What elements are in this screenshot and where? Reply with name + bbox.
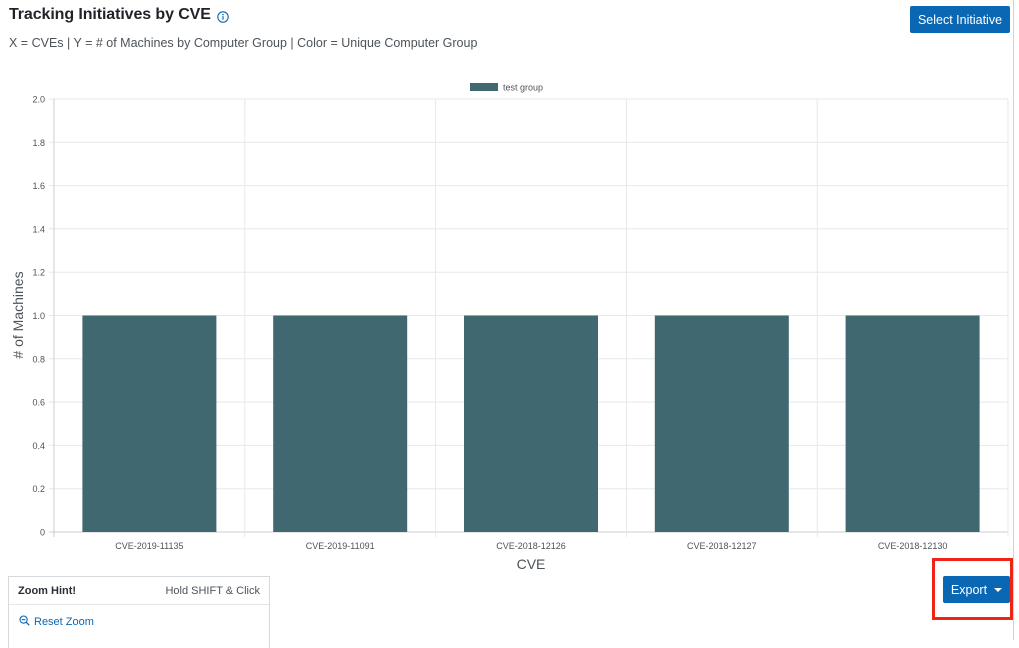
x-tick-label: CVE-2019-11135 (115, 541, 183, 551)
zoom-out-icon (19, 615, 30, 629)
page-title: Tracking Initiatives by CVE (9, 6, 211, 23)
reset-zoom-link[interactable]: Reset Zoom (9, 605, 269, 629)
y-tick-label: 0.2 (32, 484, 45, 494)
bar[interactable] (654, 315, 789, 533)
zoom-hint-header: Zoom Hint! Hold SHIFT & Click (9, 577, 269, 605)
y-tick-label: 1.8 (32, 138, 45, 148)
export-label: Export (950, 582, 988, 597)
chart-ticks: 0 0.2 0.4 0.6 0.8 1.0 1.2 1.4 1.6 1.8 2.0 CVE-2019-… (32, 95, 947, 552)
bar[interactable] (464, 315, 598, 533)
legend-label[interactable]: test group (503, 83, 543, 93)
title-row: Tracking Initiatives by CVE (9, 6, 229, 24)
zoom-hint-title: Zoom Hint! (18, 584, 77, 597)
bar[interactable] (82, 315, 217, 533)
y-tick-label: 1.6 (32, 181, 45, 191)
chart-bars[interactable] (82, 315, 980, 533)
export-button[interactable]: Export (943, 576, 1010, 603)
select-initiative-button[interactable]: Select Initiative (910, 6, 1010, 33)
caret-down-icon (994, 588, 1003, 592)
x-axis-title: CVE (517, 556, 546, 572)
info-icon[interactable] (217, 10, 229, 23)
bar-chart[interactable]: 0 0.2 0.4 0.6 0.8 1.0 1.2 1.4 1.6 1.8 2.0 CVE-2019-… (0, 0, 1019, 575)
y-tick-label: 0 (40, 528, 45, 538)
y-tick-label: 2.0 (32, 95, 45, 105)
export-highlight-box (932, 558, 1013, 620)
chart-legend[interactable]: test group (470, 83, 543, 93)
y-tick-label: 0.8 (32, 354, 45, 364)
y-tick-label: 0.6 (32, 398, 45, 408)
bar[interactable] (273, 315, 408, 533)
zoom-hint-card: Zoom Hint! Hold SHIFT & Click Reset Zoom (8, 576, 270, 648)
chart-subtitle: X = CVEs | Y = # of Machines by Computer… (9, 36, 478, 50)
y-tick-label: 0.4 (32, 441, 45, 451)
zoom-hint-text: Hold SHIFT & Click (165, 584, 260, 597)
x-tick-label: CVE-2018-12126 (496, 541, 566, 551)
legend-swatch[interactable] (470, 83, 498, 91)
x-tick-label: CVE-2019-11091 (306, 541, 375, 551)
y-tick-label: 1.4 (32, 224, 45, 234)
x-tick-label: CVE-2018-12130 (878, 541, 948, 551)
y-axis-title: # of Machines (10, 271, 26, 358)
bar[interactable] (845, 315, 980, 533)
y-tick-label: 1.2 (32, 268, 45, 278)
y-tick-label: 1.0 (32, 311, 45, 321)
panel-border (1013, 0, 1014, 640)
x-tick-label: CVE-2018-12127 (687, 541, 757, 551)
reset-zoom-label: Reset Zoom (34, 616, 94, 628)
